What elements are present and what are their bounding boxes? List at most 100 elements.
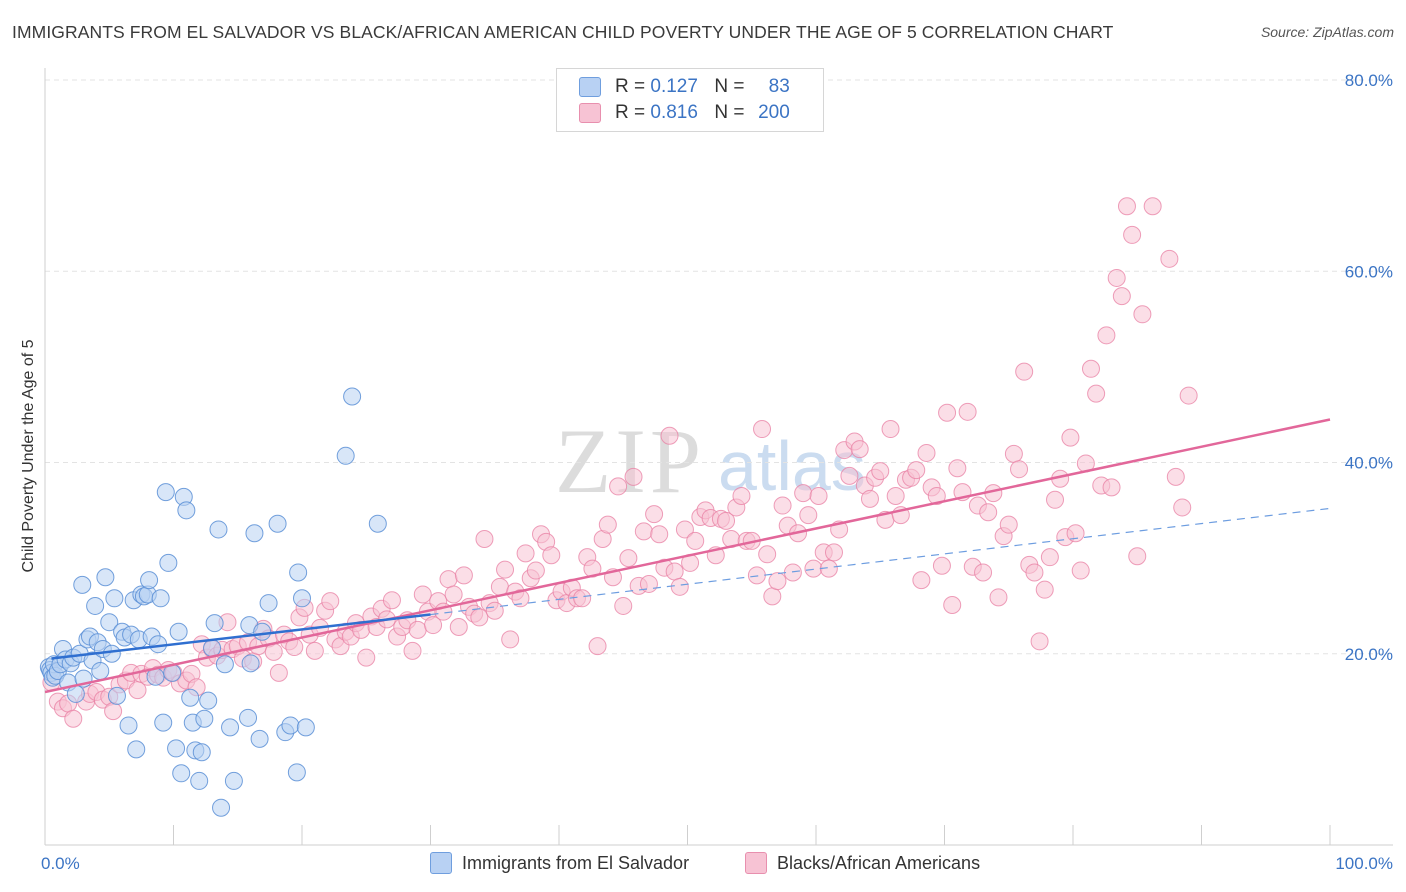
- legend-r-value: 0.127: [650, 76, 698, 97]
- pink-point: [675, 520, 694, 539]
- blue-point: [259, 594, 278, 613]
- pink-point: [758, 545, 777, 564]
- pink-point: [1133, 305, 1152, 324]
- pink-point: [321, 592, 340, 611]
- x-tick-label-min: 0.0%: [41, 854, 80, 873]
- gridlines: [45, 79, 1393, 655]
- pink-point: [1046, 490, 1065, 509]
- pink-point: [1025, 563, 1044, 582]
- pink-point: [1035, 580, 1054, 599]
- pink-point: [573, 589, 592, 608]
- blue-point: [203, 639, 222, 658]
- pink-point: [1040, 548, 1059, 567]
- blue-point: [209, 520, 228, 539]
- pink-point: [1102, 478, 1121, 497]
- watermark-zip: ZIP: [555, 410, 705, 512]
- blue-point: [205, 614, 224, 633]
- pink-point: [1179, 386, 1198, 405]
- pink-point: [526, 561, 545, 580]
- pink-point: [943, 595, 962, 614]
- pink-point: [860, 489, 879, 508]
- pink-point: [907, 461, 926, 480]
- pink-point: [804, 559, 823, 578]
- pink-point: [824, 543, 843, 562]
- pink-point: [624, 467, 643, 486]
- pink-point: [783, 563, 802, 582]
- blue-point: [86, 596, 105, 615]
- pink-point: [357, 648, 376, 667]
- pink-point: [1173, 498, 1192, 517]
- blue-point: [169, 622, 188, 641]
- pink-point: [1160, 249, 1179, 268]
- y-tick-label: 80.0%: [1345, 71, 1393, 90]
- pink-point: [670, 577, 689, 596]
- legend-r-label: R =: [615, 102, 646, 123]
- pink-point: [449, 617, 468, 636]
- legend-row-blue: R = 0.127 N = 83: [579, 75, 790, 99]
- blue-point: [212, 798, 231, 817]
- pink-point: [938, 403, 957, 422]
- pink-point: [840, 466, 859, 485]
- pink-point: [1123, 225, 1142, 244]
- trend-lines: [44, 418, 1331, 694]
- pink-point: [645, 505, 664, 524]
- blue-point: [287, 763, 306, 782]
- source-credit: Source: ZipAtlas.com: [1260, 24, 1394, 40]
- pink-point: [753, 420, 772, 439]
- pink-point: [424, 616, 443, 635]
- blue-point: [102, 644, 121, 663]
- legend-r-value: 0.816: [650, 102, 698, 123]
- watermark: ZIP atlas: [555, 410, 866, 512]
- blue-point: [289, 563, 308, 582]
- bottom-legend-swatch-blue: [430, 852, 452, 874]
- pink-point: [588, 637, 607, 656]
- blue-point: [154, 713, 173, 732]
- pink-point: [408, 620, 427, 639]
- blue-point: [343, 387, 362, 406]
- pink-point: [1081, 359, 1100, 378]
- pink-point: [64, 709, 83, 728]
- blue-point: [195, 709, 214, 728]
- pink-point: [444, 585, 463, 604]
- pink-point: [763, 587, 782, 606]
- pink-point: [542, 546, 561, 565]
- pink-point: [958, 402, 977, 421]
- pink-point: [413, 585, 432, 604]
- blue-point: [149, 635, 168, 654]
- pink-point: [1107, 268, 1126, 287]
- bottom-legend-label-blue: Immigrants from El Salvador: [462, 852, 690, 873]
- pink-point: [104, 702, 123, 721]
- blue-point: [268, 514, 287, 533]
- pink-point: [799, 506, 818, 525]
- pink-point: [609, 477, 628, 496]
- y-axis-label: Child Poverty Under the Age of 5: [20, 339, 37, 572]
- legend-n-value: 200: [758, 102, 790, 123]
- bottom-legend-blue: Immigrants from El Salvador: [430, 852, 689, 874]
- blue-point: [73, 575, 92, 594]
- pink-point: [989, 588, 1008, 607]
- blue-point: [167, 739, 186, 758]
- blue-point: [190, 771, 209, 790]
- blue-point: [177, 501, 196, 520]
- pink-point: [614, 596, 633, 615]
- pink-point: [382, 591, 401, 610]
- pink-point: [269, 663, 288, 682]
- pink-point: [619, 549, 638, 568]
- blue-point: [100, 613, 119, 632]
- pink-point: [496, 560, 515, 579]
- pink-point: [501, 630, 520, 649]
- pink-point: [717, 511, 736, 530]
- pink-point: [1087, 384, 1106, 403]
- bottom-legend-pink: Blacks/African Americans: [745, 852, 980, 874]
- pink-point: [511, 589, 530, 608]
- pink-point: [650, 525, 669, 544]
- bottom-legend-label-pink: Blacks/African Americans: [777, 852, 981, 873]
- blue-point: [192, 743, 211, 762]
- legend-n-value: 83: [768, 76, 790, 97]
- pink-point: [794, 484, 813, 503]
- blue-point: [181, 688, 200, 707]
- pink-point: [1143, 197, 1162, 216]
- pink-point: [485, 601, 504, 620]
- x-tick-label-max: 100.0%: [1335, 854, 1393, 873]
